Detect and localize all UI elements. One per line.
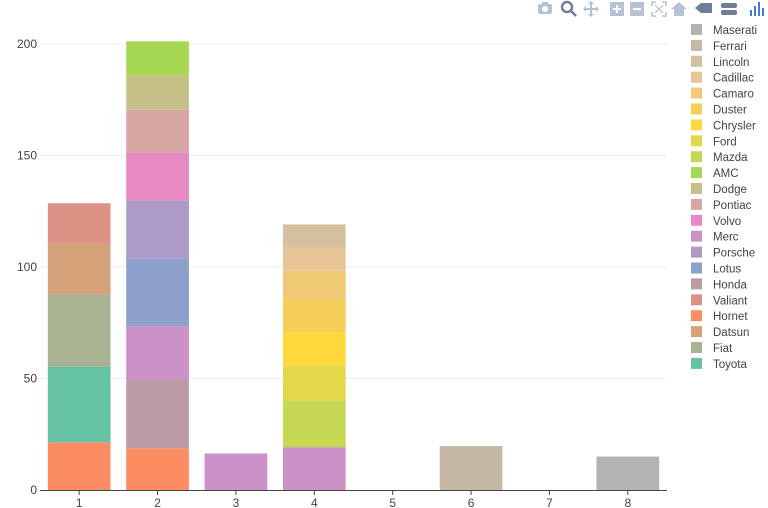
legend-swatch-amc[interactable] bbox=[691, 167, 702, 179]
legend-label-camaro[interactable]: Camaro bbox=[713, 89, 754, 101]
legend-swatch-honda[interactable] bbox=[691, 278, 702, 290]
bar-hornet-1[interactable] bbox=[47, 442, 111, 490]
legend-label-duster[interactable]: Duster bbox=[713, 105, 747, 117]
x-tick-label: 2 bbox=[154, 496, 161, 508]
bars-layer bbox=[47, 41, 660, 490]
legend-label-toyota[interactable]: Toyota bbox=[713, 359, 747, 371]
legend-label-fiat[interactable]: Fiat bbox=[713, 343, 733, 355]
legend-label-honda[interactable]: Honda bbox=[713, 279, 747, 291]
legend-swatch-chrysler[interactable] bbox=[691, 119, 702, 131]
x-tick-label: 3 bbox=[233, 496, 240, 508]
x-tick-label: 4 bbox=[311, 496, 318, 508]
x-tick-label: 6 bbox=[468, 496, 475, 508]
bar-merc-3[interactable] bbox=[204, 453, 268, 490]
legend-label-chrysler[interactable]: Chrysler bbox=[713, 120, 756, 132]
bar-lincoln-4[interactable] bbox=[282, 224, 346, 248]
legend-label-ferrari[interactable]: Ferrari bbox=[713, 41, 747, 53]
legend-label-maserati[interactable]: Maserati bbox=[713, 25, 757, 37]
legend-label-hornet[interactable]: Hornet bbox=[713, 311, 748, 323]
bar-merc-4[interactable] bbox=[282, 447, 346, 490]
legend-swatch-mazda[interactable] bbox=[691, 151, 702, 163]
x-tick-label: 1 bbox=[76, 496, 83, 508]
y-tick-label: 50 bbox=[24, 372, 38, 386]
legend-label-mazda[interactable]: Mazda bbox=[713, 152, 748, 164]
legend-swatch-lincoln[interactable] bbox=[691, 55, 702, 67]
bar-amc-2[interactable] bbox=[126, 41, 189, 76]
bar-lotus-2[interactable] bbox=[126, 258, 189, 327]
legend-label-volvo[interactable]: Volvo bbox=[713, 216, 741, 228]
legend-swatch-porsche[interactable] bbox=[691, 246, 702, 258]
autoscale-icon[interactable] bbox=[650, 0, 668, 17]
legend-label-ford[interactable]: Ford bbox=[713, 136, 737, 148]
legend-label-cadillac[interactable]: Cadillac bbox=[713, 73, 754, 85]
legend-swatch-fiat[interactable] bbox=[691, 342, 702, 353]
zoom-in-icon[interactable] bbox=[608, 0, 626, 16]
legend-label-datsun[interactable]: Datsun bbox=[713, 327, 749, 339]
y-tick-label: 200 bbox=[17, 37, 37, 51]
bar-hornet-2[interactable] bbox=[126, 448, 189, 490]
legend-swatch-cadillac[interactable] bbox=[691, 71, 702, 83]
home-icon[interactable] bbox=[670, 0, 688, 16]
pan-icon[interactable] bbox=[582, 0, 600, 17]
modebar-toolbar bbox=[530, 0, 768, 18]
bar-cadillac-4[interactable] bbox=[282, 247, 346, 271]
y-tick-label: 100 bbox=[17, 260, 37, 274]
camera-icon[interactable] bbox=[536, 0, 554, 16]
x-tick-label: 7 bbox=[546, 496, 553, 508]
legend-swatch-pontiac[interactable] bbox=[691, 198, 702, 210]
bar-porsche-2[interactable] bbox=[126, 200, 189, 259]
bar-mazda-4[interactable] bbox=[282, 400, 346, 448]
bar-honda-2[interactable] bbox=[126, 380, 189, 449]
x-tick-label: 5 bbox=[389, 496, 396, 508]
legend-swatch-dodge[interactable] bbox=[691, 183, 702, 194]
y-tick-label: 0 bbox=[30, 483, 37, 497]
bar-merc-2[interactable] bbox=[126, 326, 189, 381]
hover-compare-icon[interactable] bbox=[720, 0, 738, 16]
legend-swatch-valiant[interactable] bbox=[691, 294, 702, 306]
legend-swatch-ferrari[interactable] bbox=[691, 39, 702, 51]
bar-toyota-1[interactable] bbox=[47, 366, 111, 443]
legend-swatch-lotus[interactable] bbox=[691, 262, 702, 274]
axes: 0 50 100 150 200 1 2 3 4 5 6 7 8 bbox=[17, 37, 667, 508]
legend-swatch-maserati[interactable] bbox=[691, 24, 702, 35]
legend: Maserati Ferrari Lincoln Cadillac Camaro Dust… bbox=[691, 24, 757, 371]
bar-ford-4[interactable] bbox=[282, 365, 346, 401]
bar-ferrari-6[interactable] bbox=[439, 446, 503, 490]
bar-dodge-2[interactable] bbox=[126, 75, 189, 110]
zoom-icon[interactable] bbox=[560, 0, 578, 17]
bar-chrysler-4[interactable] bbox=[282, 332, 346, 366]
bar-volvo-2[interactable] bbox=[126, 152, 189, 201]
bar-maserati-8[interactable] bbox=[596, 456, 660, 490]
zoom-out-icon[interactable] bbox=[628, 0, 646, 16]
bar-datsun-1[interactable] bbox=[47, 243, 111, 295]
bar-duster-4[interactable] bbox=[282, 300, 346, 333]
legend-label-amc[interactable]: AMC bbox=[713, 168, 739, 180]
legend-label-valiant[interactable]: Valiant bbox=[713, 295, 748, 307]
legend-swatch-volvo[interactable] bbox=[691, 214, 702, 226]
legend-swatch-duster[interactable] bbox=[691, 103, 702, 115]
bar-pontiac-2[interactable] bbox=[126, 109, 189, 153]
legend-label-dodge[interactable]: Dodge bbox=[713, 184, 747, 196]
x-tick-label: 8 bbox=[624, 496, 631, 508]
legend-label-lincoln[interactable]: Lincoln bbox=[713, 57, 749, 69]
legend-label-pontiac[interactable]: Pontiac bbox=[713, 200, 752, 212]
legend-label-merc[interactable]: Merc bbox=[713, 232, 739, 244]
legend-label-lotus[interactable]: Lotus bbox=[713, 264, 741, 276]
legend-swatch-hornet[interactable] bbox=[691, 310, 702, 322]
legend-swatch-datsun[interactable] bbox=[691, 326, 702, 338]
legend-label-porsche[interactable]: Porsche bbox=[713, 248, 755, 260]
bar-valiant-1[interactable] bbox=[47, 203, 111, 244]
bar-camaro-4[interactable] bbox=[282, 270, 346, 301]
legend-swatch-camaro[interactable] bbox=[691, 87, 702, 99]
legend-swatch-toyota[interactable] bbox=[691, 357, 702, 369]
plotly-logo-icon[interactable] bbox=[748, 0, 766, 16]
hover-closest-icon[interactable] bbox=[694, 0, 712, 16]
legend-swatch-ford[interactable] bbox=[691, 135, 702, 147]
bar-fiat-1[interactable] bbox=[47, 294, 111, 367]
legend-swatch-merc[interactable] bbox=[691, 230, 702, 242]
y-tick-label: 150 bbox=[17, 149, 37, 163]
